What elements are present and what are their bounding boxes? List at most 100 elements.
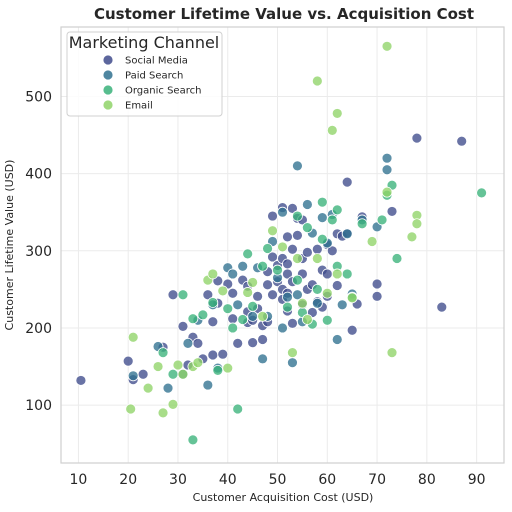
legend-label: Social Media [125,56,188,67]
data-point [321,268,333,280]
data-point [217,285,229,297]
point-layer [75,40,488,446]
tick-layer: 10 20 30 40 50 60 70 80 90 100 200 300 400 500 [25,89,485,488]
data-point [157,347,169,359]
x-tick-label: 10 [70,472,88,488]
data-point [292,229,303,241]
data-point [316,212,328,224]
data-point [142,382,154,394]
data-point [331,108,343,119]
data-point [301,199,313,210]
data-point [232,337,244,349]
data-point [272,264,283,276]
legend-label: Organic Search [125,86,201,97]
data-point [127,331,139,343]
data-point [406,231,418,243]
legend-box [66,31,223,117]
data-point [162,382,174,394]
data-point [227,268,239,280]
data-point [292,253,303,264]
data-point [311,283,323,295]
data-point [301,246,313,258]
data-point [411,132,423,144]
data-point [331,204,343,216]
data-point [242,248,254,260]
data-point [287,347,298,359]
data-point [277,206,288,218]
data-point [287,357,298,369]
y-tick-label: 300 [25,244,52,260]
data-point [192,337,204,349]
data-point [257,310,268,322]
x-tick-label: 70 [368,472,386,488]
data-point [381,186,393,198]
data-point [257,260,268,272]
data-point [267,289,278,301]
data-point [282,268,293,280]
data-point [282,231,293,243]
data-point [202,379,214,391]
data-point [217,348,229,360]
chart-title: Customer Lifetime Value vs. Acquisition … [94,5,474,23]
data-point [167,398,179,410]
data-point [381,164,393,176]
data-point [187,434,199,446]
data-point [227,322,239,334]
x-axis-label: Customer Acquisition Cost (USD) [193,491,374,504]
data-point [222,362,234,374]
data-point [316,233,328,245]
data-point [386,347,398,359]
data-point [75,375,87,386]
data-point [381,152,393,164]
data-point [157,407,169,419]
x-tick-label: 30 [169,472,187,488]
data-point [232,403,244,415]
data-point [227,287,239,299]
data-point [436,301,448,313]
legend-marker [102,69,114,81]
data-point [371,290,383,302]
y-axis-label: Customer Lifetime Value (USD) [3,160,16,331]
data-point [282,301,293,313]
data-point [341,268,353,280]
data-point [177,368,189,380]
data-point [192,357,204,369]
data-point [282,258,293,270]
legend-label: Email [125,101,153,112]
x-tick-label: 20 [119,472,137,488]
data-point [326,245,338,257]
data-point [122,355,134,367]
data-point [287,243,298,255]
legend-title: Marketing Channel [69,33,220,52]
data-point [227,313,239,325]
data-point [356,218,368,230]
data-point [197,309,209,321]
data-point [391,253,403,264]
legend: Marketing Channel Social Media Paid Searc… [66,31,223,117]
data-point [282,291,293,303]
data-point [297,297,308,309]
data-point [326,214,338,226]
data-point [346,292,358,304]
legend-marker [102,99,114,111]
data-point [232,299,244,311]
data-point [247,337,259,349]
data-point [267,225,278,237]
data-point [366,236,378,247]
legend-label: Paid Search [125,71,183,82]
data-point [336,299,348,311]
plot-frame [60,26,505,464]
data-point [262,279,273,291]
data-point [371,278,383,290]
data-point [125,403,137,415]
data-point [212,364,224,376]
data-point [301,314,313,325]
data-point [222,303,234,315]
data-point [386,206,398,217]
data-point [177,289,189,301]
data-point [152,361,164,372]
data-point [311,243,323,255]
data-point [247,300,259,312]
